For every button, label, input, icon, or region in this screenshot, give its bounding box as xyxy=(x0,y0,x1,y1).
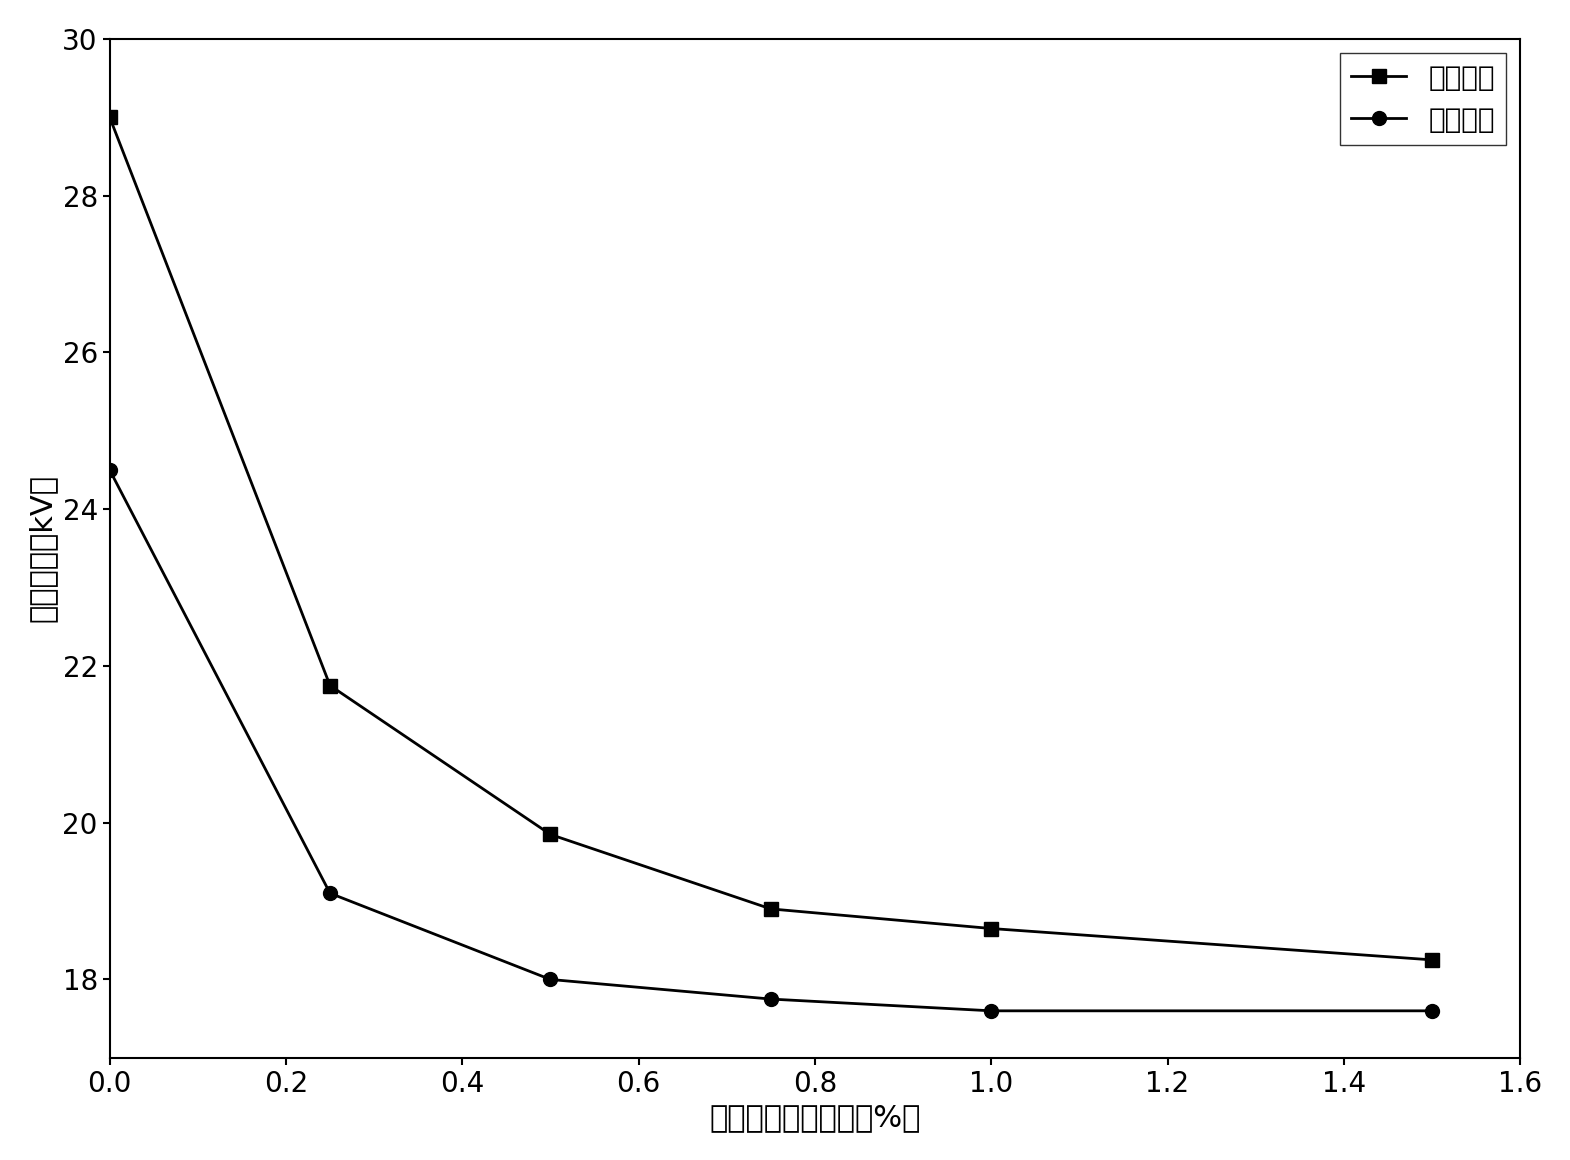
负半周期 xyxy=(320,886,339,900)
正半周期 xyxy=(542,827,560,841)
Y-axis label: 击穿电压（kV）: 击穿电压（kV） xyxy=(28,474,57,622)
X-axis label: 导电颗粒体积分数（%）: 导电颗粒体积分数（%） xyxy=(710,1103,920,1132)
负半周期 xyxy=(100,463,119,477)
负半周期 xyxy=(542,972,560,986)
负半周期 xyxy=(1422,1003,1441,1017)
正半周期 xyxy=(100,110,119,124)
正半周期 xyxy=(981,921,1000,935)
Legend: 正半周期, 负半周期: 正半周期, 负半周期 xyxy=(1339,52,1506,145)
负半周期 xyxy=(761,992,780,1006)
Line: 负半周期: 负半周期 xyxy=(102,463,1440,1017)
Line: 正半周期: 正半周期 xyxy=(102,110,1440,966)
正半周期 xyxy=(320,679,339,693)
正半周期 xyxy=(761,902,780,916)
负半周期 xyxy=(981,1003,1000,1017)
正半周期 xyxy=(1422,952,1441,966)
